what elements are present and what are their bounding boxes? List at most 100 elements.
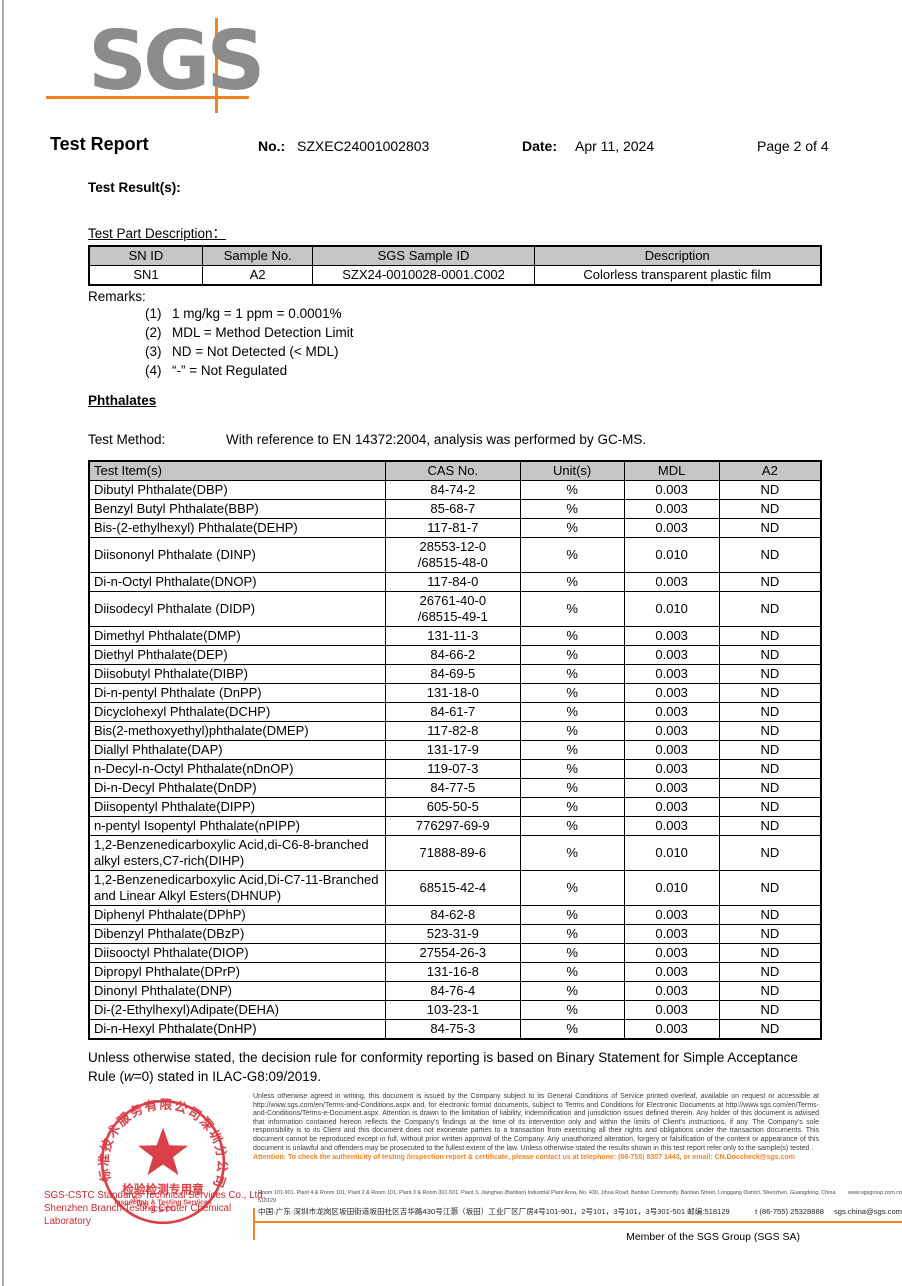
table-cell: Di-n-Hexyl Phthalate(DnHP) <box>88 1019 386 1040</box>
table-row: Diethyl Phthalate(DEP) 84-66-2% 0.003 ND <box>88 645 822 665</box>
table-cell: 84-66-2 <box>384 645 521 665</box>
table-cell: 117-84-0 <box>384 572 521 592</box>
table-cell: 0.003 <box>623 572 720 592</box>
table-cell: 84-76-4 <box>384 981 521 1001</box>
table-cell: 0.003 <box>623 518 720 538</box>
table-cell: 0.003 <box>623 683 720 703</box>
address-chinese: 中国·广东·深圳市龙岗区坂田街道坂田社区吉华路430号江灏（坂田）工业厂区厂房4… <box>258 1207 730 1216</box>
decision-rule-w: w <box>124 1069 134 1084</box>
table-cell: % <box>519 1019 625 1040</box>
table-cell: ND <box>718 797 822 817</box>
stamp-company-line1: SGS-CSTC Standards Technical Services Co… <box>44 1190 266 1201</box>
table-cell: Colorless transparent plastic film <box>533 265 822 286</box>
report-date-value: Apr 11, 2024 <box>575 138 655 154</box>
member-line: Member of the SGS Group (SGS SA) <box>626 1231 800 1243</box>
table-cell: % <box>519 797 625 817</box>
remark-number: (4) <box>145 363 162 378</box>
email-text: sgs.china@sgs.com <box>833 1207 902 1216</box>
table-cell: 0.003 <box>623 645 720 665</box>
table-cell: 0.003 <box>623 778 720 798</box>
table-cell: 0.003 <box>623 981 720 1001</box>
table-cell: ND <box>718 1019 822 1040</box>
table-cell: Diisooctyl Phthalate(DIOP) <box>88 943 386 963</box>
report-title: Test Report <box>50 134 149 154</box>
table-cell: 131-17-9 <box>384 740 521 760</box>
stamp-company-line2: Shenzhen Branch Testing Center Chemical … <box>44 1203 232 1227</box>
table-cell: 0.010 <box>623 537 720 573</box>
column-header: MDL <box>623 460 720 481</box>
table-cell: ND <box>718 721 822 741</box>
phthalates-heading: Phthalates <box>88 393 157 408</box>
table-cell: Dimethyl Phthalate(DMP) <box>88 626 386 646</box>
table-cell: % <box>519 499 625 519</box>
remark-text: “-” = Not Regulated <box>172 363 288 378</box>
inspection-stamp: 标准技术服务有限公司深圳分公司 SGS-CSTC 检验检测专用章 Inspect… <box>96 1097 228 1225</box>
table-cell: 84-62-8 <box>384 905 521 925</box>
table-row: Bis(2-methoxyethyl)phthalate(DMEP) 117-82… <box>88 721 822 741</box>
table-cell: % <box>519 702 625 722</box>
table-row: Diisobutyl Phthalate(DIBP) 84-69-5% 0.003 N… <box>88 664 822 684</box>
table-cell: 103-23-1 <box>384 1000 521 1020</box>
results-table: Test Item(s) CAS No. Unit(s) MDL A2 Dibutyl … <box>88 460 822 1040</box>
table-cell: 84-77-5 <box>384 778 521 798</box>
table-cell: Diallyl Phthalate(DAP) <box>88 740 386 760</box>
table-cell: % <box>519 480 625 500</box>
test-method-value: With reference to EN 14372:2004, analysi… <box>226 432 647 447</box>
table-cell: 523-31-9 <box>384 924 521 944</box>
remark-text: ND = Not Detected (< MDL) <box>172 344 339 359</box>
table-cell: Diethyl Phthalate(DEP) <box>88 645 386 665</box>
table-cell: 85-68-7 <box>384 499 521 519</box>
remark-number: (2) <box>145 325 162 340</box>
table-cell: 84-61-7 <box>384 702 521 722</box>
table-cell: 1,2-Benzenedicarboxylic Acid,di-C6-8-bra… <box>88 835 386 871</box>
table-cell: Dipropyl Phthalate(DPrP) <box>88 962 386 982</box>
stamp-center-line2: Inspection & Testing Services <box>114 1200 211 1207</box>
table-cell: n-Decyl-n-Octyl Phthalate(nDnOP) <box>88 759 386 779</box>
sample-table: SN ID Sample No. SGS Sample ID Description … <box>88 245 822 286</box>
table-cell: % <box>519 943 625 963</box>
table-row: n-pentyl Isopentyl Phthalate(nPIPP) 77629… <box>88 816 822 836</box>
table-cell: Bis(2-methoxyethyl)phthalate(DMEP) <box>88 721 386 741</box>
footer-disclaimer: Unless otherwise agreed in writing, this… <box>253 1093 819 1163</box>
report-date-label: Date: <box>522 138 558 154</box>
table-row: Diisodecyl Phthalate (DIDP) 26761-40-0 /6… <box>88 591 822 627</box>
table-cell: % <box>519 537 625 573</box>
test-method-gap <box>192 432 226 447</box>
remark-number: (1) <box>145 306 162 321</box>
column-header: A2 <box>718 460 822 481</box>
test-part-description-heading: Test Part Description： <box>88 226 227 241</box>
table-cell: % <box>519 626 625 646</box>
footer-orange-tick <box>253 1208 255 1240</box>
table-row: Di-n-pentyl Phthalate (DnPP) 131-18-0% 0.0… <box>88 683 822 703</box>
table-cell: 0.010 <box>623 835 720 871</box>
table-cell: % <box>519 518 625 538</box>
page-number: Page 2 of 4 <box>757 138 829 154</box>
table-cell: 0.003 <box>623 943 720 963</box>
table-cell: ND <box>718 626 822 646</box>
table-cell: 0.003 <box>623 797 720 817</box>
table-cell: ND <box>718 905 822 925</box>
table-cell: 0.003 <box>623 1019 720 1040</box>
table-cell: ND <box>718 870 822 906</box>
table-cell: ND <box>718 778 822 798</box>
footer-address-cn-row: 中国·广东·深圳市龙岗区坂田街道坂田社区吉华路430号江灏（坂田）工业厂区厂房4… <box>258 1207 902 1217</box>
table-cell: % <box>519 962 625 982</box>
table-cell: 131-11-3 <box>384 626 521 646</box>
table-row: Diisopentyl Phthalate(DIPP) 605-50-5% 0.00… <box>88 797 822 817</box>
table-cell: ND <box>718 683 822 703</box>
table-cell: Diisobutyl Phthalate(DIBP) <box>88 664 386 684</box>
decision-rule-part1: Unless otherwise stated, the decision ru… <box>88 1050 798 1084</box>
footer-orange-rule <box>253 1221 902 1223</box>
remark-text: MDL = Method Detection Limit <box>172 325 354 340</box>
table-cell: 84-74-2 <box>384 480 521 500</box>
table-row: Dibenzyl Phthalate(DBzP) 523-31-9% 0.003 ND <box>88 924 822 944</box>
table-cell: 0.010 <box>623 591 720 627</box>
test-method-row: Test Method: With reference to EN 14372:… <box>88 432 822 447</box>
table-cell: 28553-12-0 /68515-48-0 <box>384 537 521 573</box>
table-row: Diisooctyl Phthalate(DIOP) 27554-26-3% 0.0… <box>88 943 822 963</box>
table-cell: Diisodecyl Phthalate (DIDP) <box>88 591 386 627</box>
table-cell: 68515-42-4 <box>384 870 521 906</box>
decision-rule-part3: =0) stated in ILAC-G8:09/2019. <box>133 1069 322 1084</box>
table-cell: Diphenyl Phthalate(DPhP) <box>88 905 386 925</box>
